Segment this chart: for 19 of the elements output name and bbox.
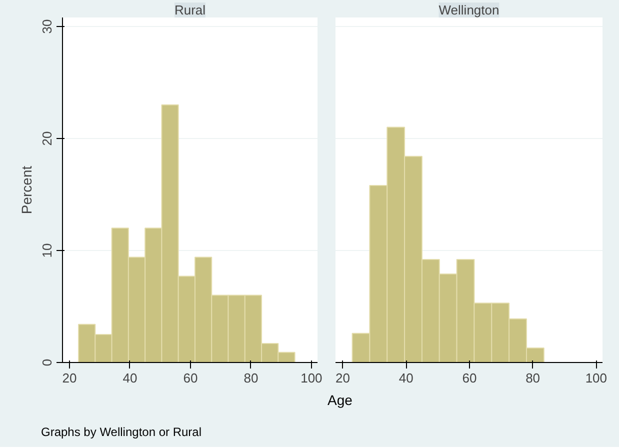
text: Graphs by Wellington or Rural bbox=[41, 424, 202, 441]
chart-title: Rural bbox=[174, 2, 206, 18]
chart-title: Wellington bbox=[438, 2, 500, 18]
x-tick-label: 40 bbox=[122, 370, 138, 386]
x-tick-label: 40 bbox=[398, 370, 414, 386]
x-tick-label: 20 bbox=[62, 370, 77, 386]
x-tick-label: 60 bbox=[183, 370, 198, 386]
x-tick-label: 100 bbox=[300, 370, 322, 386]
y-axis-title: Percent bbox=[18, 166, 34, 214]
y-tick-label: 20 bbox=[40, 131, 54, 146]
x-axis-title: Age bbox=[328, 391, 352, 410]
y-tick-label: 30 bbox=[40, 19, 54, 34]
x-tick-label: 20 bbox=[336, 370, 350, 386]
x-tick-label: 80 bbox=[526, 370, 540, 386]
y-tick-label: 10 bbox=[40, 243, 54, 258]
y-tick-label: 0 bbox=[40, 358, 54, 366]
x-tick-label: 60 bbox=[462, 370, 477, 386]
x-tick-label: 80 bbox=[244, 370, 258, 386]
x-tick-label: 100 bbox=[585, 370, 608, 386]
